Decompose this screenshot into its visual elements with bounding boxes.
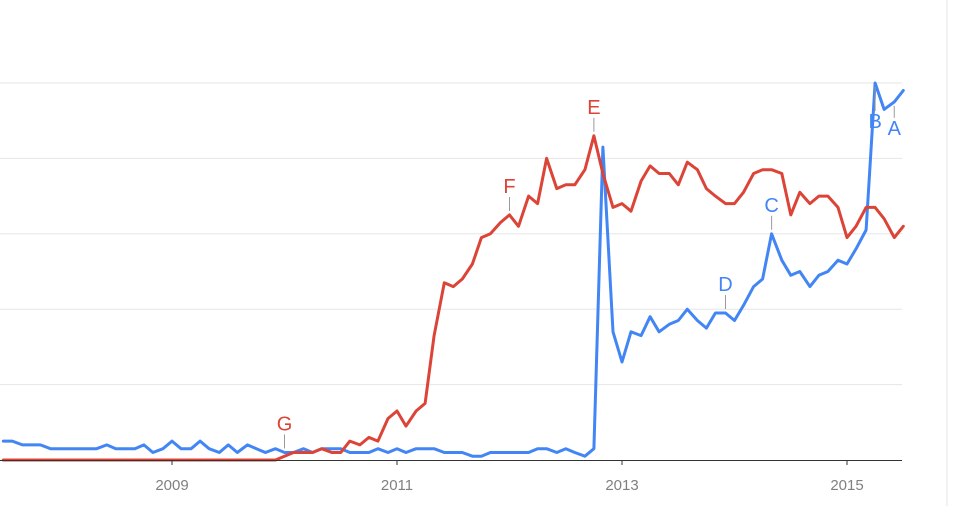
series-line-blue [1, 81, 905, 458]
annotation-label-g: G [277, 413, 293, 435]
series-line-red [1, 134, 905, 462]
annotation-label-a: A [888, 118, 902, 140]
x-tick-label-2013: 2013 [605, 477, 638, 494]
x-axis: 2009 2011 2013 2015 [0, 460, 902, 494]
annotation-label-f: F [503, 176, 515, 198]
x-tick-label-2015: 2015 [830, 477, 863, 494]
annotation-label-b: B [868, 111, 881, 133]
x-tick-label-2009: 2009 [155, 477, 188, 494]
x-tick-label-2011: 2011 [381, 477, 413, 494]
series-lines [1, 81, 905, 462]
annotation-label-e: E [587, 97, 600, 119]
annotations: AB C D E F G [277, 87, 902, 449]
annotation-label-c: C [764, 195, 778, 217]
annotation-label-d: D [718, 274, 732, 296]
